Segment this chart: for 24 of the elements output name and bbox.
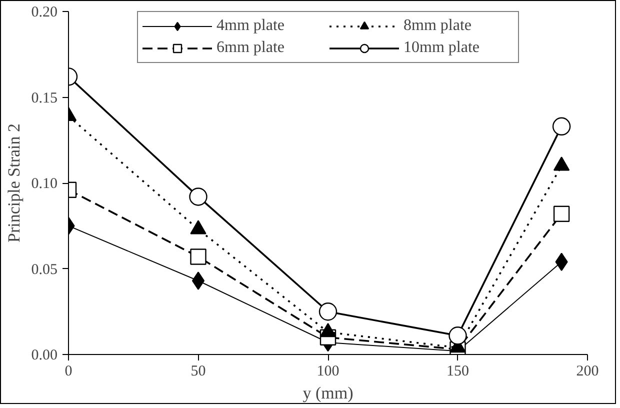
- legend-label: 6mm plate: [216, 39, 286, 57]
- point: [552, 117, 571, 136]
- y-tick-label: 0.00: [31, 348, 58, 364]
- legend-label: 8mm plate: [404, 17, 472, 35]
- point: [555, 252, 568, 271]
- point: [448, 326, 467, 345]
- point: [553, 206, 570, 222]
- y-tick-label: 0.05: [31, 262, 58, 278]
- legend-label: 4mm plate: [216, 17, 286, 35]
- x-tick-label: 200: [576, 364, 599, 380]
- y-tick-label: 0.10: [31, 176, 58, 192]
- point: [318, 302, 338, 321]
- legend-label: 10mm plate: [404, 39, 480, 57]
- x-tick-label: 50: [190, 364, 206, 380]
- y-axis-title: Principle Strain 2: [4, 124, 24, 242]
- y-tick-label: 0.15: [31, 90, 58, 106]
- x-axis-title: y (mm): [302, 384, 354, 402]
- x-tick-label: 0: [64, 364, 72, 380]
- point: [192, 272, 205, 290]
- point: [190, 248, 206, 265]
- x-tick-label: 150: [446, 364, 469, 380]
- x-tick-label: 100: [316, 364, 340, 380]
- point: [189, 188, 208, 206]
- y-tick-label: 0.20: [31, 4, 58, 20]
